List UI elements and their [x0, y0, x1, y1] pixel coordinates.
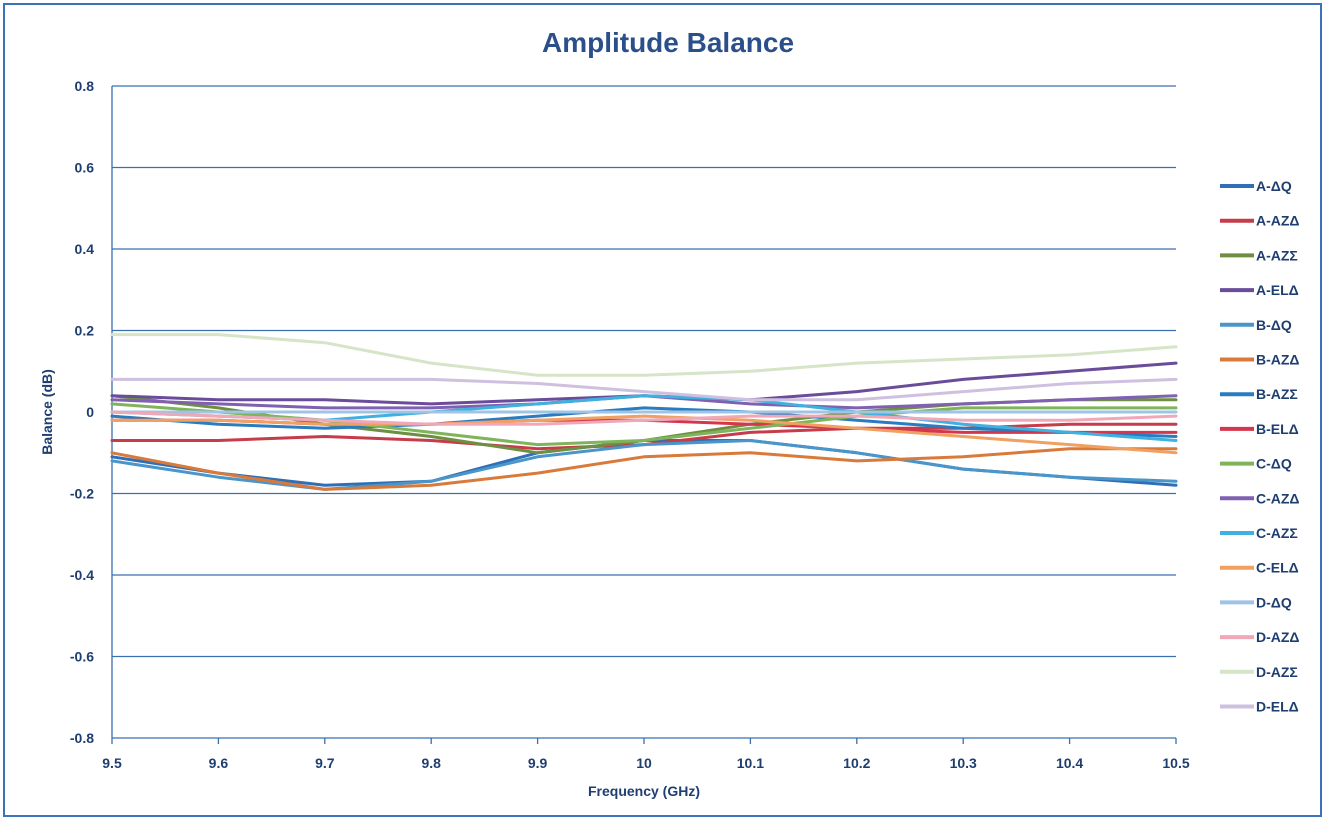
- legend-item: B-AZΣ: [1220, 386, 1298, 402]
- series-line-C-AZΔ: [110, 394, 1178, 410]
- y-tick-label: 0: [86, 404, 94, 420]
- legend: A-ΔQ A-AZΔ A-AZΣ A-ELΔ B-ΔQ B-AZΔ B-AZΣ B-ELΔ C-…: [1220, 178, 1300, 715]
- legend-label: A-ELΔ: [1256, 282, 1299, 298]
- legend-label: C-ΔQ: [1256, 456, 1292, 472]
- x-tick-label: 9.5: [102, 755, 122, 771]
- legend-item: D-AZΔ: [1220, 629, 1300, 645]
- legend-item: B-ELΔ: [1220, 421, 1299, 437]
- y-tick-label: 0.4: [75, 241, 95, 257]
- legend-label: C-AZΔ: [1256, 490, 1300, 506]
- legend-item: A-AZΣ: [1220, 247, 1298, 263]
- x-tick-label: 9.6: [209, 755, 229, 771]
- legend-item: D-AZΣ: [1220, 664, 1298, 680]
- legend-item: A-ELΔ: [1220, 282, 1299, 298]
- legend-item: D-ELΔ: [1220, 699, 1299, 715]
- y-tick-label: -0.4: [70, 567, 94, 583]
- legend-item: A-ΔQ: [1220, 178, 1292, 194]
- y-tick-label: -0.8: [70, 730, 94, 746]
- legend-label: D-AZΣ: [1256, 664, 1298, 680]
- gridlines: [112, 85, 1176, 658]
- legend-label: C-ELΔ: [1256, 560, 1299, 576]
- x-tick-label: 9.8: [421, 755, 441, 771]
- y-tick-label: -0.6: [70, 649, 94, 665]
- x-axis-label: Frequency (GHz): [588, 783, 700, 799]
- series-line-D-AZΣ: [110, 333, 1178, 377]
- legend-item: B-AZΔ: [1220, 352, 1300, 368]
- legend-label: A-AZΣ: [1256, 247, 1298, 263]
- x-tick-label: 10.2: [843, 755, 870, 771]
- legend-label: D-ELΔ: [1256, 699, 1299, 715]
- legend-label: B-AZΣ: [1256, 386, 1298, 402]
- legend-label: B-ΔQ: [1256, 317, 1292, 333]
- legend-label: B-AZΔ: [1256, 352, 1300, 368]
- x-tick-label: 10.1: [737, 755, 764, 771]
- y-tick-label: 0.2: [75, 323, 95, 339]
- series-line-D-AZΔ: [110, 410, 1178, 426]
- legend-label: B-ELΔ: [1256, 421, 1299, 437]
- legend-item: C-AZΣ: [1220, 525, 1298, 541]
- legend-item: A-AZΔ: [1220, 213, 1300, 229]
- series-line-C-ELΔ: [110, 414, 1178, 455]
- series-line-A-ELΔ: [110, 361, 1178, 406]
- series-line-A-ΔQ: [110, 439, 1178, 487]
- legend-item: B-ΔQ: [1220, 317, 1292, 333]
- x-tick-label: 10.5: [1162, 755, 1189, 771]
- series-line-B-AZΣ: [110, 406, 1178, 438]
- legend-label: C-AZΣ: [1256, 525, 1298, 541]
- x-tick-label: 10.4: [1056, 755, 1083, 771]
- legend-label: A-AZΔ: [1256, 213, 1300, 229]
- x-tick-label: 9.7: [315, 755, 335, 771]
- legend-label: D-AZΔ: [1256, 629, 1300, 645]
- y-tick-label: 0.6: [75, 160, 95, 176]
- x-tick-label: 10.3: [950, 755, 977, 771]
- x-tick-labels: 9.5 9.6 9.7 9.8 9.9 10 10.1 10.2 10.3 10.4 10.5: [102, 755, 1190, 771]
- legend-label: A-ΔQ: [1256, 178, 1292, 194]
- legend-label: D-ΔQ: [1256, 594, 1292, 610]
- legend-item: C-ELΔ: [1220, 560, 1299, 576]
- legend-item: D-ΔQ: [1220, 594, 1292, 610]
- y-axis-label: Balance (dB): [39, 369, 55, 455]
- y-tick-label: 0.8: [75, 78, 95, 94]
- chart-title: Amplitude Balance: [542, 27, 794, 58]
- legend-item: C-ΔQ: [1220, 456, 1292, 472]
- y-tick-labels: 0.8 0.6 0.4 0.2 0 -0.2 -0.4 -0.6 -0.8: [70, 78, 94, 746]
- series-line-D-ELΔ: [110, 377, 1178, 402]
- x-tick-label: 9.9: [528, 755, 548, 771]
- series-lines: [110, 333, 1178, 491]
- series-line-B-AZΔ: [110, 447, 1178, 491]
- legend-item: C-AZΔ: [1220, 490, 1300, 506]
- x-tick-label: 10: [636, 755, 652, 771]
- y-tick-label: -0.2: [70, 486, 94, 502]
